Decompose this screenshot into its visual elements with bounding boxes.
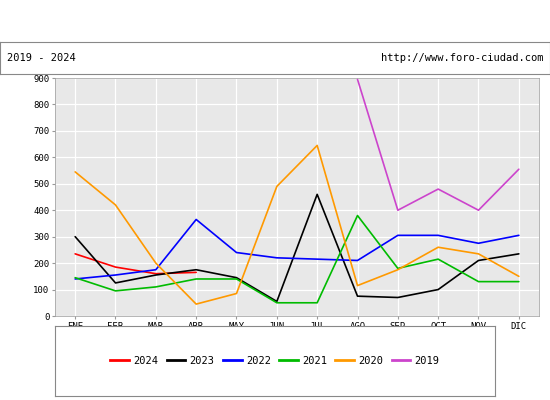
Text: Evolucion Nº Turistas Nacionales en el municipio de Portaje: Evolucion Nº Turistas Nacionales en el m…	[39, 14, 511, 28]
Legend: 2024, 2023, 2022, 2021, 2020, 2019: 2024, 2023, 2022, 2021, 2020, 2019	[106, 352, 444, 370]
Text: 2019 - 2024: 2019 - 2024	[7, 53, 75, 63]
Text: http://www.foro-ciudad.com: http://www.foro-ciudad.com	[381, 53, 543, 63]
